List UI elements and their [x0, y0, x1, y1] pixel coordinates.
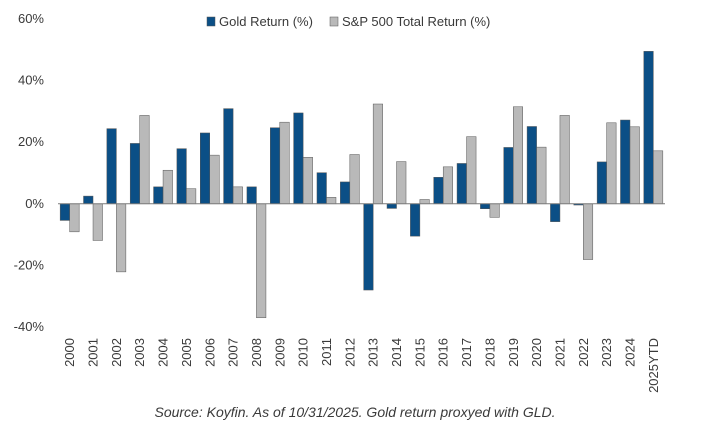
- sp500-bar-2018: [489, 203, 500, 218]
- sp500-bar-2021: [559, 115, 570, 205]
- gold-bar-2012: [340, 181, 351, 205]
- x-tick-label: 2007: [226, 338, 241, 367]
- gold-bar-2017: [456, 163, 467, 205]
- sp500-bar-2007: [232, 186, 243, 205]
- x-tick-label: 2017: [459, 338, 474, 367]
- x-axis: 2000 2001 2002 2003 2004 2005 2006 2007 2008 2009…: [62, 338, 661, 393]
- x-tick-label: 2003: [132, 338, 147, 367]
- gold-bar-2010: [293, 112, 304, 205]
- sp500-bar-2001: [92, 203, 103, 241]
- x-tick-label: 2025YTD: [646, 338, 661, 393]
- sp500-bar-2014: [396, 161, 407, 205]
- sp500-bar-2025YTD: [653, 150, 664, 205]
- y-tick-label: 40%: [18, 73, 44, 88]
- sp500-bar-2011: [326, 197, 337, 205]
- gold-bar-2000: [59, 203, 70, 221]
- sp500-bar-2012: [349, 154, 360, 205]
- gold-bar-2009: [270, 127, 281, 205]
- sp500-bar-2015: [419, 199, 430, 205]
- x-tick-label: 2004: [156, 338, 171, 367]
- legend-label: S&P 500 Total Return (%): [342, 14, 490, 29]
- legend-swatch: [329, 16, 339, 27]
- y-tick-label: -40%: [14, 319, 45, 334]
- sp500-bar-2020: [536, 146, 547, 205]
- x-tick-label: 2014: [389, 338, 404, 367]
- gold-bar-2011: [316, 172, 327, 205]
- x-tick-label: 2000: [62, 338, 77, 367]
- sp500-bar-2016: [442, 166, 453, 205]
- bars: [59, 51, 664, 319]
- sp500-bar-2006: [209, 154, 220, 205]
- sp500-bar-2003: [139, 115, 150, 205]
- legend-label: Gold Return (%): [219, 14, 313, 29]
- x-tick-label: 2021: [552, 338, 567, 367]
- gold-bar-2007: [223, 108, 234, 205]
- x-tick-label: 2002: [109, 338, 124, 367]
- legend-swatch: [206, 16, 216, 27]
- gold-bar-2001: [83, 195, 94, 205]
- sp500-bar-2023: [606, 122, 617, 205]
- sp500-bar-2017: [466, 136, 477, 205]
- gold-bar-2023: [596, 161, 607, 205]
- sp500-bar-2010: [302, 157, 313, 205]
- x-tick-label: 2013: [366, 338, 381, 367]
- gold-bar-2020: [526, 126, 537, 205]
- x-tick-label: 2006: [202, 338, 217, 367]
- y-tick-label: -20%: [14, 257, 45, 272]
- gold-bar-2018: [480, 203, 491, 209]
- x-tick-label: 2024: [622, 338, 637, 367]
- gold-bar-2002: [106, 128, 117, 205]
- x-tick-label: 2022: [576, 338, 591, 367]
- gold-bar-2015: [410, 203, 421, 237]
- y-axis: -40% -20% 0% 20% 40% 60%: [14, 11, 45, 334]
- sp500-bar-2013: [372, 103, 383, 205]
- y-tick-label: 0%: [25, 196, 44, 211]
- x-tick-label: 2015: [412, 338, 427, 367]
- gold-bar-2016: [433, 177, 444, 205]
- x-tick-label: 2010: [296, 338, 311, 367]
- y-tick-label: 20%: [18, 134, 44, 149]
- gold-bar-2019: [503, 147, 514, 205]
- source-note: Source: Koyfin. As of 10/31/2025. Gold r…: [154, 404, 556, 420]
- gold-bar-2025YTD: [643, 51, 654, 205]
- sp500-bar-2002: [116, 203, 127, 273]
- x-tick-label: 2016: [436, 338, 451, 367]
- x-tick-label: 2019: [506, 338, 521, 367]
- gold-bar-2006: [200, 132, 210, 205]
- gold-bar-2008: [246, 186, 257, 205]
- gold-bar-2003: [129, 143, 140, 205]
- sp500-bar-2009: [279, 121, 290, 205]
- x-tick-label: 2009: [272, 338, 287, 367]
- sp500-bar-2024: [629, 126, 640, 205]
- sp500-bar-2000: [69, 203, 80, 233]
- sp500-bar-2008: [256, 203, 267, 319]
- x-tick-label: 2005: [179, 338, 194, 367]
- x-tick-label: 2008: [249, 338, 264, 367]
- x-tick-label: 2020: [529, 338, 544, 367]
- sp500-bar-2005: [186, 188, 197, 205]
- sp500-bar-2022: [583, 203, 594, 260]
- x-tick-label: 2012: [342, 338, 357, 367]
- sp500-bar-2019: [513, 106, 523, 205]
- x-tick-label: 2023: [599, 338, 614, 367]
- y-tick-label: 60%: [18, 11, 44, 26]
- gold-bar-2013: [363, 203, 374, 291]
- gold-bar-2021: [550, 203, 561, 222]
- x-tick-label: 2001: [86, 338, 101, 367]
- sp500-bar-2004: [162, 169, 173, 205]
- gold-bar-2014: [386, 203, 397, 209]
- gold-bar-2005: [176, 148, 187, 205]
- legend: Gold Return (%) S&P 500 Total Return (%): [206, 14, 490, 29]
- gold-bar-2024: [620, 119, 631, 205]
- x-tick-label: 2018: [482, 338, 497, 367]
- gold-bar-2004: [153, 186, 164, 205]
- x-tick-label: 2011: [319, 338, 334, 366]
